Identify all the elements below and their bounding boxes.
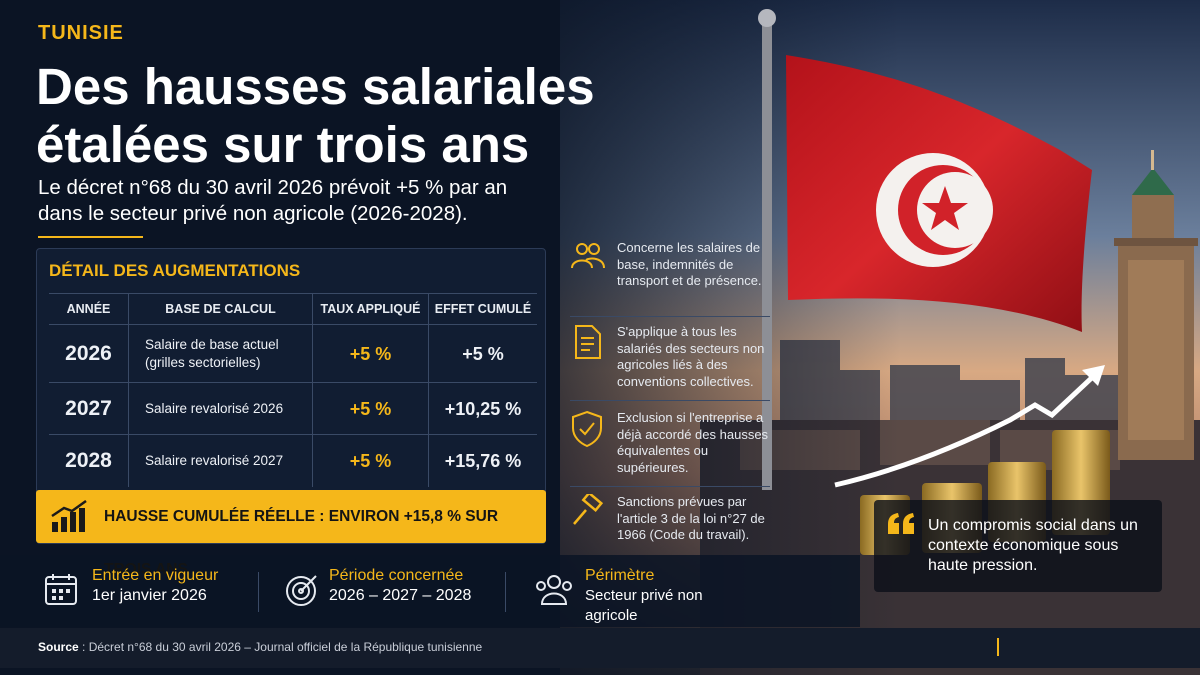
year: 2027 — [49, 383, 129, 435]
title: Des hausses salariales étalées sur trois… — [36, 58, 595, 174]
fact-label: Périmètre — [585, 567, 655, 584]
calculation-base: Salaire de base actuel (grilles sectorie… — [129, 325, 313, 383]
column-header: EFFET CUMULÉ — [434, 302, 532, 316]
fact-value: 2026 – 2027 – 2028 — [329, 587, 472, 604]
banner: HAUSSE CUMULÉE RÉELLE : ENVIRON +15,8 % … — [36, 490, 546, 578]
kicker: TUNISIE — [38, 22, 124, 44]
column-header: BASE DE CALCUL — [129, 294, 313, 324]
source-label: Source — [38, 640, 79, 654]
quote-box: Un compromis social dans un contexte éco… — [874, 500, 1162, 592]
source-text: : Décret n°68 du 30 avril 2026 – Journal… — [82, 640, 483, 654]
cumulative-effect: +5 % — [462, 343, 504, 364]
applied-rate: +5 % — [313, 383, 429, 435]
document-icon — [575, 325, 601, 359]
applied-rate: +5 % — [313, 435, 429, 487]
fact: Période concernée 2026 – 2027 – 2028 — [329, 566, 471, 606]
separator — [258, 572, 259, 612]
title-line: Des hausses salariales — [36, 58, 595, 115]
title-line: étalées sur trois ans — [36, 116, 530, 173]
people-icon — [571, 243, 605, 269]
subtitle-line: Le décret n°68 du 30 avril 2026 prévoit … — [38, 176, 508, 199]
cumulative-effect: +10,25 % — [444, 398, 522, 419]
fact: Entrée en vigueur 1er janvier 2026 — [92, 566, 218, 606]
source: Source : Décret n°68 du 30 avril 2026 – … — [38, 640, 482, 654]
separator — [570, 400, 770, 401]
separator — [505, 572, 506, 612]
calendar-icon — [45, 574, 77, 605]
table-row: 2027 Salaire revalorisé 2026 +5 % +10,25 % — [49, 382, 537, 435]
fact-value: 1er janvier 2026 — [92, 587, 207, 604]
column-header: TAUX APPLIQUÉ — [313, 294, 429, 324]
banner-text: HAUSSE CUMULÉE RÉELLE : ENVIRON +15,8 % … — [104, 508, 499, 578]
fact-value: Secteur privé non agricole — [585, 587, 703, 624]
subtitle: Le décret n°68 du 30 avril 2026 prévoit … — [38, 175, 507, 227]
note-text: Sanctions prévues par l'article 3 de la … — [617, 494, 765, 542]
divider — [38, 236, 143, 238]
note-text: S'applique à tous les salariés des secte… — [617, 324, 765, 389]
table-row: 2026 Salaire de base actuel (grilles sect… — [49, 324, 537, 383]
table-title: DÉTAIL DES AUGMENTATIONS — [49, 261, 301, 280]
subtitle-line: dans le secteur privé non agricole (2026… — [38, 202, 468, 225]
table-header: ANNÉE BASE DE CALCUL TAUX APPLIQUÉ EFFET… — [49, 293, 537, 325]
year: 2026 — [49, 325, 129, 383]
note-text: Concerne les salaires de base, indemnité… — [617, 240, 762, 288]
quote-mark — [888, 513, 914, 534]
fact: Périmètre Secteur privé non agricole — [585, 566, 705, 626]
separator — [570, 316, 770, 317]
group-icon — [536, 575, 572, 605]
target-icon — [286, 575, 317, 606]
table-row: 2028 Salaire revalorisé 2027 +5 % +15,76 % — [49, 434, 537, 487]
fact-label: Entrée en vigueur — [92, 567, 219, 584]
calculation-base: Salaire revalorisé 2026 — [129, 383, 313, 435]
applied-rate: +5 % — [313, 325, 429, 383]
note-text: Exclusion si l'entreprise a déjà accordé… — [617, 410, 769, 475]
cumulative-effect: +15,76 % — [444, 450, 522, 471]
calculation-base: Salaire revalorisé 2027 — [129, 435, 313, 487]
chart-icon — [51, 500, 87, 532]
shield-icon — [572, 410, 602, 448]
year: 2028 — [49, 435, 129, 487]
quote-text: Un compromis social dans un contexte éco… — [928, 517, 1138, 574]
fact-label: Période concernée — [329, 567, 464, 584]
separator — [570, 486, 770, 487]
column-header: ANNÉE — [49, 294, 129, 324]
gavel-icon — [573, 494, 604, 525]
